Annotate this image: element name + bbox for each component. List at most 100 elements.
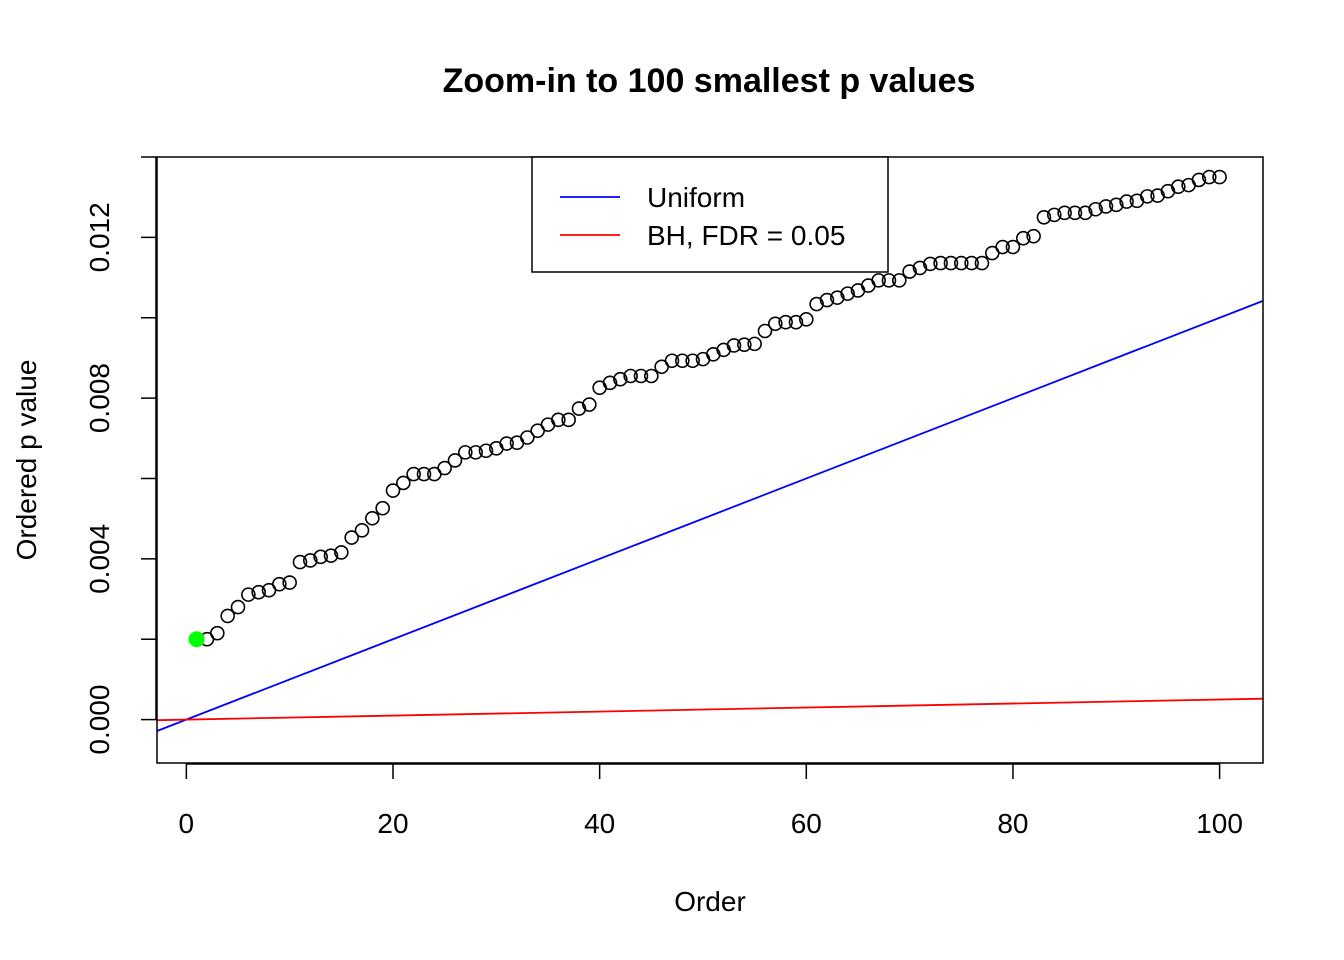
data-point [788, 314, 804, 330]
data-point [726, 338, 742, 353]
data-point [881, 273, 897, 288]
data-point [499, 436, 514, 451]
data-point [778, 314, 793, 330]
y-tick-label: 0.012 [84, 202, 115, 272]
legend: Uniform BH, FDR = 0.05 [531, 156, 889, 273]
data-point [675, 353, 690, 369]
data-point [1026, 228, 1041, 244]
data-point [323, 548, 339, 563]
data-point [447, 453, 463, 468]
data-point [385, 483, 401, 498]
data-point [416, 466, 432, 482]
data-point [551, 412, 566, 428]
data-point [902, 264, 917, 279]
data-point [561, 412, 576, 428]
data-point [623, 368, 638, 384]
data-point [1046, 207, 1062, 223]
data-point [1015, 230, 1031, 246]
x-tick-label: 0 [179, 808, 195, 839]
data-point [757, 323, 773, 339]
x-tick-label: 20 [377, 808, 408, 839]
y-tick-label: 0.004 [84, 524, 115, 594]
data-point [230, 599, 246, 615]
data-point [1036, 209, 1052, 225]
data-point [943, 255, 959, 271]
data-point [737, 337, 752, 352]
data-point [292, 554, 308, 570]
x-axis-label: Order [674, 886, 746, 917]
data-point [210, 625, 225, 641]
data-point [819, 292, 835, 308]
data-point [644, 368, 659, 384]
data-point [437, 460, 452, 476]
data-point [478, 443, 494, 459]
data-point [809, 296, 824, 312]
data-point [251, 584, 266, 600]
data-point [871, 273, 886, 288]
data-point [747, 336, 762, 352]
data-point [313, 549, 328, 565]
data-point [829, 290, 845, 305]
data-point [891, 273, 907, 288]
data-point [1212, 169, 1227, 185]
data-point [633, 368, 649, 384]
data-point [798, 312, 814, 327]
data-point [1067, 205, 1083, 221]
data-point [1170, 179, 1186, 195]
data-point [664, 353, 680, 369]
x-axis: 0 20 40 60 80 100 [179, 763, 1243, 839]
legend-label: Uniform [647, 182, 745, 213]
data-point [406, 466, 421, 482]
data-point [582, 397, 597, 412]
data-point [344, 530, 359, 545]
x-tick-label: 60 [791, 808, 822, 839]
data-point [1088, 201, 1103, 217]
data-point [220, 608, 235, 624]
data-point [241, 587, 256, 602]
y-tick-label: 0.008 [84, 363, 115, 433]
data-point [354, 523, 370, 538]
highlighted-point [188, 631, 205, 648]
data-point [303, 553, 318, 568]
data-point [520, 430, 535, 445]
data-point [840, 286, 855, 301]
data-point [1191, 172, 1207, 188]
data-point [995, 239, 1010, 255]
data-point [964, 255, 979, 271]
data-point [1139, 189, 1155, 204]
data-point [1108, 197, 1124, 213]
legend-box [531, 156, 889, 273]
data-point [365, 510, 380, 526]
data-point [912, 260, 928, 276]
data-point [768, 316, 783, 332]
data-point [1077, 205, 1093, 221]
data-point [571, 401, 587, 416]
reference-line-bh [157, 697, 1263, 722]
data-point [1119, 194, 1134, 209]
data-point [933, 255, 948, 271]
data-point [922, 256, 938, 272]
y-axis: 0.000 0.004 0.008 0.012 [84, 156, 157, 755]
data-point [1057, 205, 1072, 221]
x-tick-label: 100 [1196, 808, 1243, 839]
data-point [272, 576, 287, 592]
data-point [1201, 169, 1217, 185]
data-point [375, 500, 390, 516]
data-point [458, 445, 473, 460]
data-point [334, 545, 349, 560]
data-point [468, 445, 483, 460]
data-point [974, 255, 990, 271]
y-tick-label: 0.000 [84, 685, 115, 755]
data-point [1005, 239, 1021, 255]
y-axis-label: Ordered p value [11, 360, 42, 561]
legend-label: BH, FDR = 0.05 [647, 220, 845, 251]
data-point [953, 255, 969, 271]
data-point [613, 371, 628, 387]
plot-layer [157, 169, 1263, 732]
x-tick-label: 40 [584, 808, 615, 839]
x-tick-label: 80 [997, 808, 1028, 839]
reference-line-uniform [157, 300, 1263, 732]
data-point [1098, 199, 1114, 214]
data-point [685, 353, 700, 369]
